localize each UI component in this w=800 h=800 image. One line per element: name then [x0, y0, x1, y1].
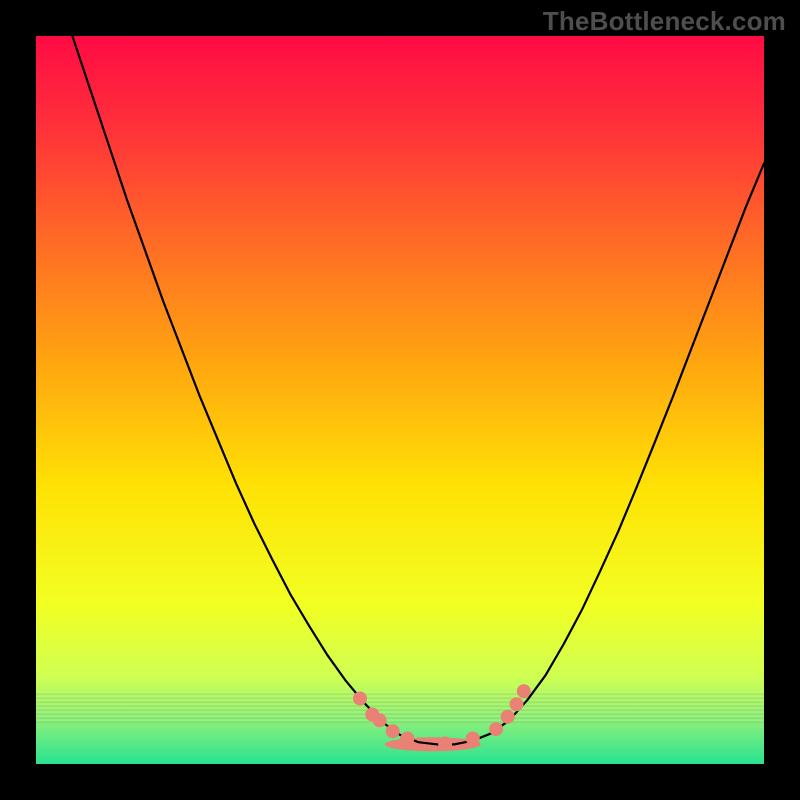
- bottom-band: [36, 713, 764, 715]
- curve-marker: [510, 697, 524, 711]
- bottom-band: [36, 711, 764, 713]
- bottom-band: [36, 715, 764, 717]
- bottom-band: [36, 721, 764, 723]
- curve-marker: [517, 684, 531, 698]
- bottom-band: [36, 701, 764, 703]
- curve-marker: [501, 710, 515, 724]
- bottom-band: [36, 699, 764, 701]
- curve-marker: [489, 722, 503, 736]
- plot-svg: [36, 36, 764, 764]
- bottom-band: [36, 703, 764, 705]
- bottom-band: [36, 709, 764, 711]
- bottom-band: [36, 697, 764, 699]
- curve-marker: [373, 713, 387, 727]
- curve-marker: [353, 692, 367, 706]
- bottom-band: [36, 691, 764, 693]
- bottom-band: [36, 717, 764, 719]
- bottom-band: [36, 693, 764, 695]
- curve-marker: [386, 724, 400, 738]
- curve-marker: [466, 732, 480, 746]
- bottom-band: [36, 719, 764, 721]
- plot-area: [36, 36, 764, 764]
- curve-marker: [438, 737, 452, 751]
- bottom-band: [36, 695, 764, 697]
- bottom-band-group: [36, 691, 764, 723]
- bottom-band: [36, 705, 764, 707]
- bottom-band: [36, 707, 764, 709]
- watermark-text: TheBottleneck.com: [543, 6, 786, 37]
- gradient-background: [36, 36, 764, 764]
- curve-marker: [400, 732, 414, 746]
